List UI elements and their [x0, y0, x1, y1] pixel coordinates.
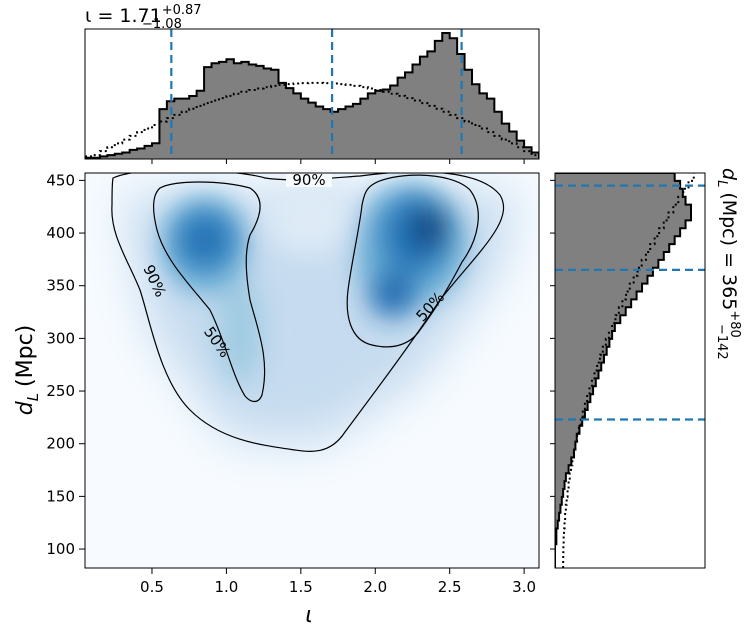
x-tick-label: 1.5	[289, 578, 313, 596]
y-tick-label: 450	[46, 171, 75, 189]
svg-text:dL(Mpc) = 365+80: dL(Mpc) = 365+80	[714, 168, 742, 338]
right-posterior-histogram-outline	[555, 173, 692, 568]
top-posterior-histogram-fill	[85, 33, 539, 159]
main-2d-panel: 90% 90% 50% 50% 0.5 1.0 1.5 2.0 2.5 3.0 10015…	[13, 169, 540, 628]
x-tick-label: 2.0	[363, 578, 387, 596]
svg-text:−142: −142	[714, 324, 729, 360]
right-panel-frame	[554, 172, 706, 569]
x-tick-label: 0.5	[140, 578, 164, 596]
right-marginal-panel: dL(Mpc) = 365+80 −142	[550, 168, 742, 569]
x-tick-label: 3.0	[512, 578, 536, 596]
contour-50-left	[153, 181, 266, 403]
y-axis-label: dL(Mpc)	[13, 325, 42, 416]
x-axis-label: ι	[305, 603, 312, 628]
right-prior-histogram	[562, 173, 695, 568]
y-tick-label: 400	[46, 224, 75, 242]
main-x-axis: 0.5 1.0 1.5 2.0 2.5 3.0	[140, 568, 536, 596]
contour-50-right	[346, 174, 479, 348]
right-quantile-lines	[555, 184, 705, 421]
right-posterior-histogram-fill	[555, 173, 691, 568]
y-tick-label: 350	[46, 277, 75, 295]
y-tick-label: 200	[46, 435, 75, 453]
x-summary-title: ι = 1.71+0.87	[85, 3, 202, 27]
x-tick-label: 2.5	[438, 578, 462, 596]
right-panel-ticks	[550, 179, 555, 550]
contour-label-90-top: 90%	[292, 171, 325, 189]
y-tick-label: 150	[46, 487, 75, 505]
y-tick-label: 100	[46, 540, 75, 558]
svg-text:dL(Mpc): dL(Mpc)	[13, 325, 42, 416]
top-quantile-lines	[170, 29, 463, 159]
x-tick-label: 1.0	[214, 578, 238, 596]
x-summary-sub: −1.08	[142, 17, 182, 32]
y-tick-label: 300	[46, 329, 75, 347]
main-panel-frame	[84, 172, 540, 569]
y-tick-label: 250	[46, 382, 75, 400]
density-map	[111, 173, 520, 452]
top-marginal-panel: ι = 1.71+0.87 −1.08	[84, 3, 540, 164]
main-y-axis: 100 150 200 250 300 350 400 450	[46, 171, 85, 558]
top-prior-histogram	[85, 81, 539, 158]
top-posterior-histogram-outline	[85, 32, 539, 159]
top-panel-frame	[84, 28, 540, 160]
top-panel-ticks	[151, 159, 525, 164]
y-summary-title: dL(Mpc) = 365+80 −142	[714, 168, 742, 360]
